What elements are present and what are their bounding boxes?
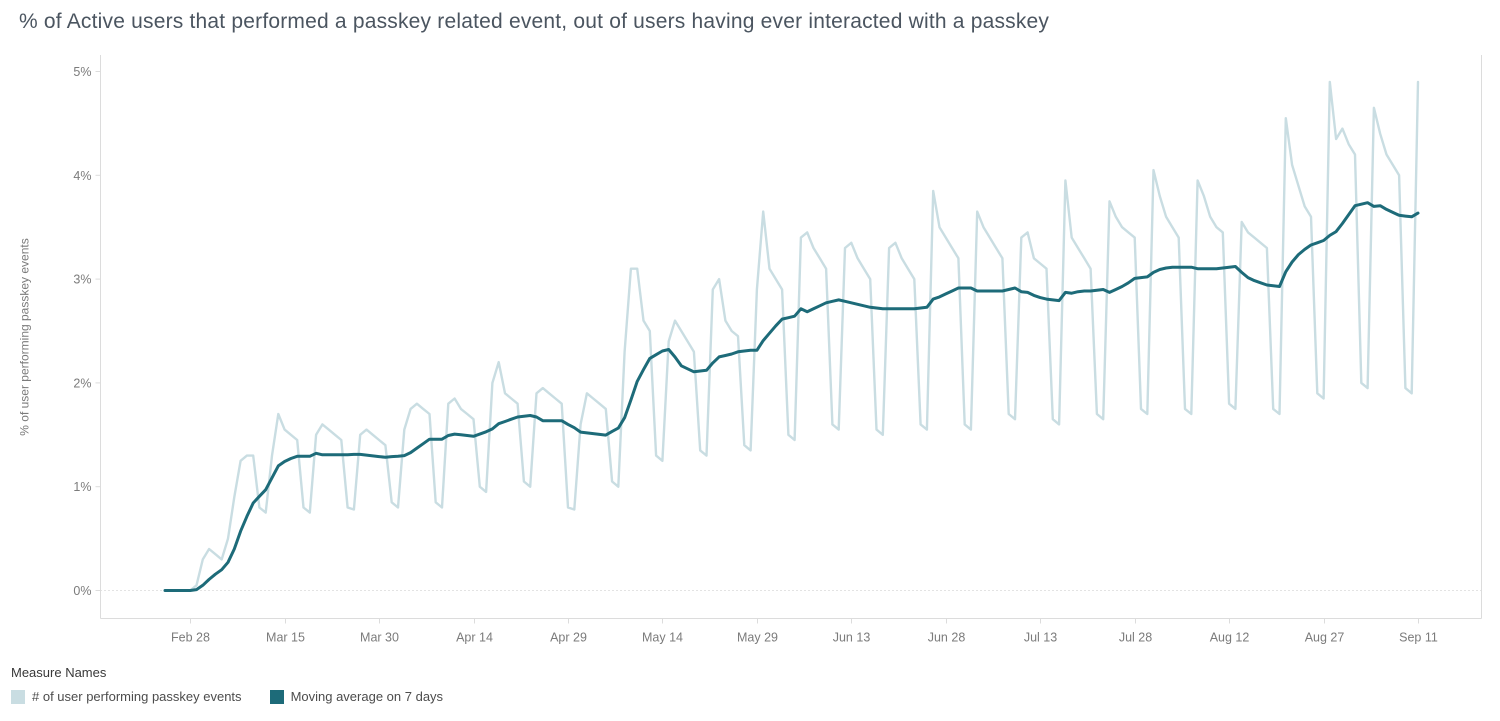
x-tick-label: Apr 29 <box>550 631 587 645</box>
y-tick-label: 1% <box>73 480 91 494</box>
chart-title: % of Active users that performed a passk… <box>19 10 1050 33</box>
legend-swatch-daily <box>11 689 25 704</box>
y-tick-label: 2% <box>73 376 91 390</box>
y-tick-label: 4% <box>73 169 91 183</box>
x-tick-label: Aug 27 <box>1305 631 1345 645</box>
line-chart-canvas[interactable]: 0% 1% 2% 3% 4% 5% Feb 28 Mar 15 Mar 30 Apr 14 Apr … <box>0 0 1500 658</box>
x-tick-label: Jul 28 <box>1119 631 1152 645</box>
x-tick-label: May 29 <box>737 631 778 645</box>
x-tick-label: Jun 13 <box>833 631 871 645</box>
x-tick-label: Apr 14 <box>456 631 493 645</box>
daily-series-line[interactable] <box>163 80 1420 592</box>
legend-title: Measure Names <box>11 665 107 680</box>
y-tick-label: 0% <box>73 584 91 598</box>
x-tick-label: Sep 11 <box>1399 631 1438 645</box>
x-tick-label: May 14 <box>642 631 683 645</box>
x-tick-label: Jul 13 <box>1024 631 1057 645</box>
legend-label-daily: # of user performing passkey events <box>32 689 242 704</box>
x-tick-label: Aug 12 <box>1210 631 1250 645</box>
legend-items: # of user performing passkey events Movi… <box>11 689 443 704</box>
x-tick-label: Mar 15 <box>266 631 305 645</box>
legend-item-daily[interactable]: # of user performing passkey events <box>11 689 242 704</box>
legend-item-moving-average[interactable]: Moving average on 7 days <box>269 689 444 704</box>
x-tick-label: Feb 28 <box>171 631 210 645</box>
x-tick-label: Mar 30 <box>360 631 399 645</box>
legend-label-moving-average: Moving average on 7 days <box>290 689 444 704</box>
moving-average-line[interactable] <box>163 201 1420 592</box>
legend-swatch-moving-average <box>269 689 284 704</box>
y-tick-label: 3% <box>73 273 91 287</box>
y-tick-label: 5% <box>73 65 91 79</box>
x-tick-label: Jun 28 <box>928 631 966 645</box>
legend: Measure Names # of user performing passk… <box>11 665 443 704</box>
